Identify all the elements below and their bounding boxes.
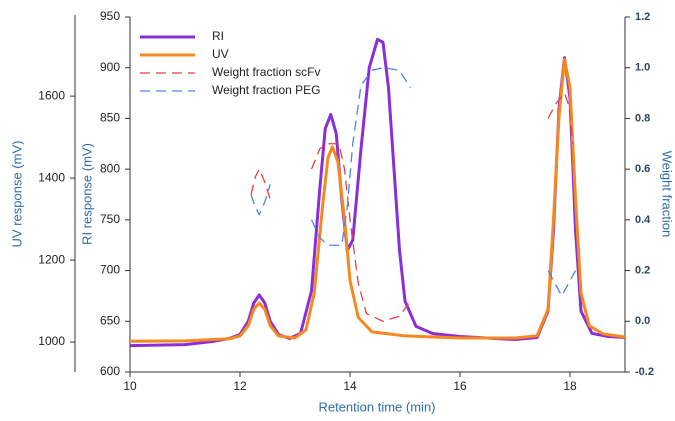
y-tick-label: 0.8 <box>635 112 650 124</box>
series-line <box>129 57 626 343</box>
series-line <box>129 37 626 348</box>
y-tick-label: 1.0 <box>635 62 650 74</box>
y-tick-label: 0.4 <box>635 214 651 226</box>
legend-label: Weight fraction scFv <box>212 65 320 79</box>
series-line <box>310 67 412 246</box>
y-tick-label: 800 <box>100 161 120 175</box>
x-tick-label: 16 <box>453 379 467 393</box>
x-tick-label: 10 <box>123 379 137 393</box>
uv-axis-title: UV response (mV) <box>9 141 24 248</box>
x-axis-title: Retention time (min) <box>318 399 435 414</box>
y-tick-label: 650 <box>100 313 120 327</box>
x-tick-label: 14 <box>343 379 357 393</box>
series-line <box>547 270 577 297</box>
x-tick-label: 18 <box>563 379 577 393</box>
y-tick-label: 0.2 <box>635 264 650 276</box>
y-tick-label: 0.6 <box>635 163 650 175</box>
y-tick-label: 1400 <box>38 170 65 184</box>
y-tick-label: 600 <box>100 364 120 378</box>
y-tick-label: 1600 <box>38 88 65 102</box>
series-line <box>310 143 412 322</box>
series-line <box>250 184 271 216</box>
legend-label: UV <box>212 47 229 61</box>
y-tick-label: 1000 <box>38 334 65 348</box>
ri-axis-title: RI response (mV) <box>79 143 94 245</box>
legend-label: RI <box>212 29 224 43</box>
series-line <box>250 168 271 200</box>
y-tick-label: 0.0 <box>635 315 650 327</box>
y-tick-label: 1.2 <box>635 11 650 23</box>
legend-label: Weight fraction PEG <box>212 83 321 97</box>
y-tick-label: 1200 <box>38 252 65 266</box>
y-tick-label: -0.2 <box>635 366 654 378</box>
y-tick-label: 950 <box>100 9 120 23</box>
y-tick-label: 750 <box>100 212 120 226</box>
y-tick-label: 700 <box>100 263 120 277</box>
wf-axis-title: Weight fraction <box>660 151 675 237</box>
series-line <box>547 92 574 144</box>
y-tick-label: 900 <box>100 60 120 74</box>
y-tick-label: 850 <box>100 111 120 125</box>
x-tick-label: 12 <box>233 379 247 393</box>
